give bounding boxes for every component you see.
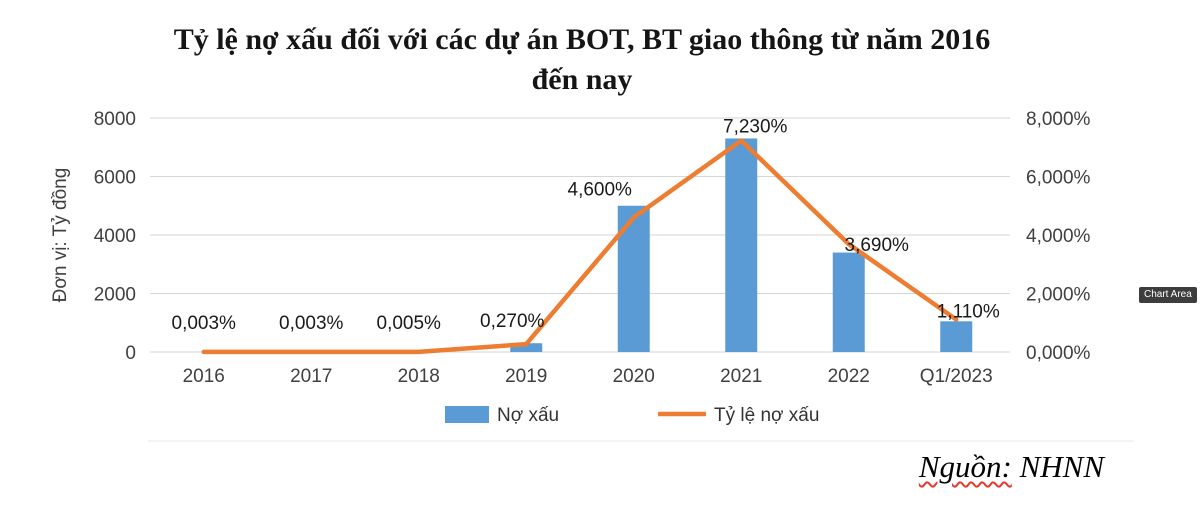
bar-2019[interactable]: [510, 343, 543, 352]
bar-Q1/2023[interactable]: [940, 321, 973, 352]
chart-title: Tỷ lệ nợ xấu đối với các dự án BOT, BT g…: [173, 23, 991, 96]
chart-area-tooltip: Chart Area: [1139, 287, 1197, 303]
source-note: Nguồn: NHNN: [919, 449, 1104, 485]
data-label: 0,003%: [279, 313, 344, 334]
right-axis-tick: 0,000%: [1026, 343, 1091, 364]
x-axis-label: 2021: [720, 366, 762, 387]
legend-label-line: Tỷ lệ nợ xấu: [714, 405, 819, 426]
x-axis-label: Q1/2023: [920, 366, 993, 387]
left-axis-tick: 6000: [94, 168, 136, 189]
left-axis-tick: 4000: [94, 226, 136, 247]
left-axis-tick: 0: [125, 343, 136, 364]
right-axis-tick: 2,000%: [1026, 285, 1091, 306]
x-axis-label: 2018: [398, 366, 440, 387]
data-label: 4,600%: [568, 179, 633, 200]
left-axis-title: Đơn vị: Tỷ đồng: [50, 168, 71, 303]
data-label: 0,270%: [480, 311, 545, 332]
bar-2021[interactable]: [725, 138, 758, 352]
data-label: 0,003%: [172, 313, 237, 334]
x-axis-label: 2022: [828, 366, 870, 387]
x-axis-label: 2020: [613, 366, 655, 387]
right-axis-tick: 8,000%: [1026, 109, 1091, 130]
source-value: NHNN: [1019, 449, 1104, 484]
data-label: 1,110%: [937, 302, 1000, 323]
data-label: 0,005%: [377, 313, 442, 334]
line-series[interactable]: [201, 138, 959, 355]
right-axis-tick: 4,000%: [1026, 226, 1091, 247]
left-axis-tick: 8000: [94, 109, 136, 130]
source-label: Nguồn:: [918, 449, 1012, 484]
legend-label-bar: Nợ xấu: [497, 405, 559, 426]
left-axis-tick: 2000: [94, 285, 136, 306]
data-label: 7,230%: [723, 117, 788, 138]
x-axis-label: 2016: [183, 366, 225, 387]
legend-swatch-bar[interactable]: [445, 406, 489, 423]
bar-2022[interactable]: [832, 252, 865, 352]
x-axis-label: 2017: [290, 366, 332, 387]
right-axis-tick: 6,000%: [1026, 168, 1091, 189]
data-label: 3,690%: [845, 235, 910, 256]
x-axis-label: 2019: [505, 366, 547, 387]
